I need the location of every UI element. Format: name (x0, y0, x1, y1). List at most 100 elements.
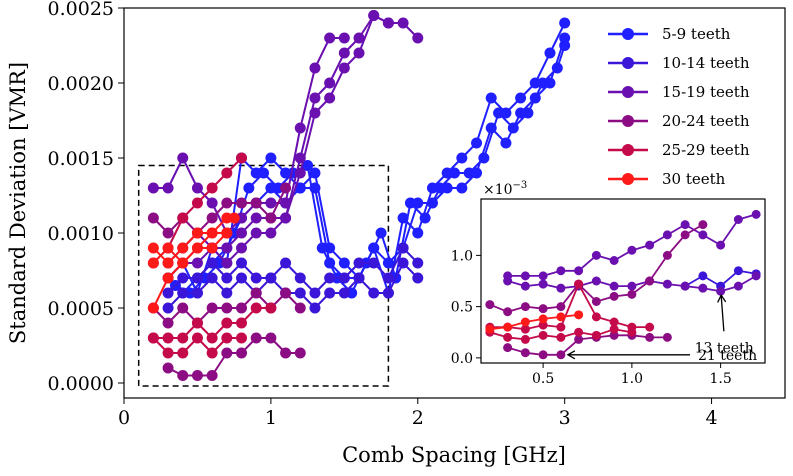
data-point (177, 287, 189, 299)
data-point (338, 32, 350, 44)
data-point (177, 152, 189, 164)
inset-data-point (591, 312, 601, 322)
data-point (221, 197, 233, 209)
data-point (147, 242, 159, 254)
legend-label: 15-19 teeth (662, 83, 750, 101)
data-point (221, 167, 233, 179)
inset-data-point (609, 317, 619, 327)
data-point (471, 137, 483, 149)
data-point (265, 332, 277, 344)
data-point (382, 257, 394, 269)
inset-data-point (503, 343, 513, 353)
data-point (485, 122, 497, 134)
data-point (162, 272, 174, 284)
inset-data-point (645, 322, 655, 332)
data-point (236, 332, 248, 344)
inset-data-point (538, 350, 548, 360)
data-point (294, 272, 306, 284)
inset-data-point (503, 307, 513, 317)
x-tick-label: 0 (118, 407, 130, 429)
inset-data-point (698, 283, 708, 293)
data-point (147, 332, 159, 344)
data-point (162, 227, 174, 239)
inset-data-point (733, 215, 743, 224)
inset-series-group (485, 220, 708, 317)
inset-data-point (662, 250, 672, 260)
series-group (147, 10, 424, 284)
data-point (162, 302, 174, 314)
legend-label: 5-9 teeth (662, 25, 731, 43)
data-point (236, 197, 248, 209)
data-point (206, 242, 218, 254)
data-point (294, 347, 306, 359)
data-point (265, 212, 277, 224)
inset-data-point (574, 310, 584, 320)
data-point (162, 182, 174, 194)
data-point (412, 257, 424, 269)
data-point (191, 272, 203, 284)
inset-data-point (680, 230, 690, 240)
data-point (221, 347, 233, 359)
inset-data-point (503, 276, 513, 286)
series-group (147, 212, 240, 314)
inset-data-point (751, 209, 761, 219)
inset-data-point (520, 281, 530, 291)
inset-data-point (520, 348, 530, 358)
inset-data-point (574, 334, 584, 344)
data-point (368, 257, 380, 269)
data-point (147, 302, 159, 314)
legend-label: 30 teeth (662, 170, 726, 188)
data-point (265, 182, 277, 194)
inset-data-point (609, 256, 619, 265)
inset-data-point (520, 317, 530, 327)
data-point (294, 167, 306, 179)
inset-data-point (556, 283, 566, 293)
inset-data-point (662, 279, 672, 289)
data-point (353, 47, 365, 59)
inset-data-point (556, 350, 566, 360)
data-point (191, 197, 203, 209)
data-point (324, 92, 336, 104)
data-point (324, 32, 336, 44)
data-point (559, 17, 571, 29)
data-point (191, 287, 203, 299)
data-point (397, 212, 409, 224)
annotation-arrowhead (717, 293, 727, 303)
data-point (221, 332, 233, 344)
data-point (206, 272, 218, 284)
inset-series-group (503, 271, 761, 296)
data-point (294, 122, 306, 134)
data-point (456, 152, 468, 164)
x-tick-label: 3 (559, 407, 571, 429)
inset-data-point (538, 314, 548, 324)
data-point (280, 287, 292, 299)
data-point (441, 182, 453, 194)
data-point (221, 287, 233, 299)
data-point (250, 302, 262, 314)
x-ticks: 0 1 2 3 4 (118, 398, 718, 429)
data-point (177, 242, 189, 254)
inset-data-point (538, 330, 548, 340)
annotation-arrow (720, 295, 725, 332)
inset-data-point (485, 300, 495, 310)
inset-series-line (507, 334, 668, 356)
data-point (236, 347, 248, 359)
data-point (324, 77, 336, 89)
data-point (338, 47, 350, 59)
inset-data-point (556, 312, 566, 322)
inset-data-point (503, 332, 513, 342)
series-line (167, 14, 389, 279)
data-point (162, 257, 174, 269)
data-point (162, 332, 174, 344)
data-point (324, 287, 336, 299)
data-point (206, 182, 218, 194)
data-point (221, 227, 233, 239)
data-point (368, 10, 380, 21)
series-layer (147, 10, 571, 381)
data-point (544, 77, 556, 89)
data-point (515, 92, 527, 104)
data-point (177, 370, 189, 381)
inset-multiplier: ×10−3 (483, 180, 527, 198)
data-point (177, 257, 189, 269)
